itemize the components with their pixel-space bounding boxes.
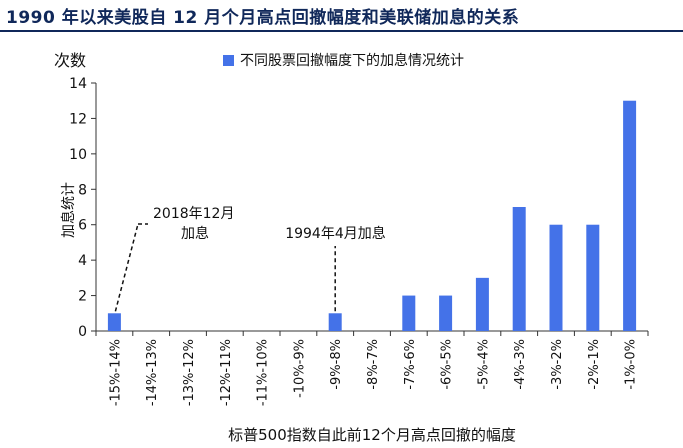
annotation-2018-line1: 2018年12月 (153, 206, 234, 222)
x-tick-label: -8%-7% (366, 339, 381, 390)
x-tick-label: -2%-1% (587, 339, 602, 390)
x-tick-label: -5%-4% (476, 339, 491, 390)
y-tick-label: 4 (78, 253, 87, 269)
x-tick-label: -7%-6% (403, 339, 418, 390)
bar (512, 207, 526, 331)
legend-label: 不同股票回撤幅度下的加息情况统计 (240, 52, 464, 69)
x-tick-label: -13%-12% (182, 339, 197, 406)
x-tick-label: -9%-8% (329, 339, 344, 390)
y-tick-label: 12 (69, 111, 87, 127)
y-tick-label: 6 (78, 218, 87, 234)
x-tick-label: -3%-2% (550, 339, 565, 390)
bar (549, 224, 563, 331)
y-tick-label: 14 (69, 76, 87, 92)
bar (586, 224, 600, 331)
bar (107, 313, 121, 331)
y-tick-label: 8 (78, 182, 87, 198)
bar (439, 295, 453, 331)
x-tick-label: -10%-9% (292, 339, 307, 398)
bar (475, 277, 489, 331)
x-tick-label: -11%-10% (256, 339, 271, 406)
x-tick-label: -6%-5% (440, 339, 455, 390)
y-axis-title: 加息统计 (60, 182, 77, 238)
y-tick-label: 10 (69, 147, 87, 163)
y-unit-label: 次数 (54, 51, 86, 70)
annotation-2018-line2: 加息 (181, 225, 209, 242)
y-tick-label: 2 (78, 289, 87, 305)
annotation-leader-2018 (114, 223, 139, 312)
x-tick-label: -15%-14% (108, 339, 123, 406)
title-divider (0, 30, 683, 32)
x-axis-title: 标普500指数自此前12个月高点回撤的幅度 (228, 426, 516, 444)
x-tick-label: -4%-3% (513, 339, 528, 390)
bar (623, 100, 637, 331)
bar (328, 313, 342, 331)
x-tick-label: -12%-11% (219, 339, 234, 406)
page-title: 1990 年以来美股自 12 月个月高点回撤幅度和美联储加息的关系 (6, 8, 520, 28)
bar (402, 295, 416, 331)
x-tick-label: -1%-0% (624, 339, 639, 390)
y-tick-label: 0 (78, 324, 87, 340)
legend-swatch (223, 55, 234, 66)
x-tick-label: -14%-13% (145, 339, 160, 406)
annotation-1994: 1994年4月加息 (285, 225, 386, 242)
